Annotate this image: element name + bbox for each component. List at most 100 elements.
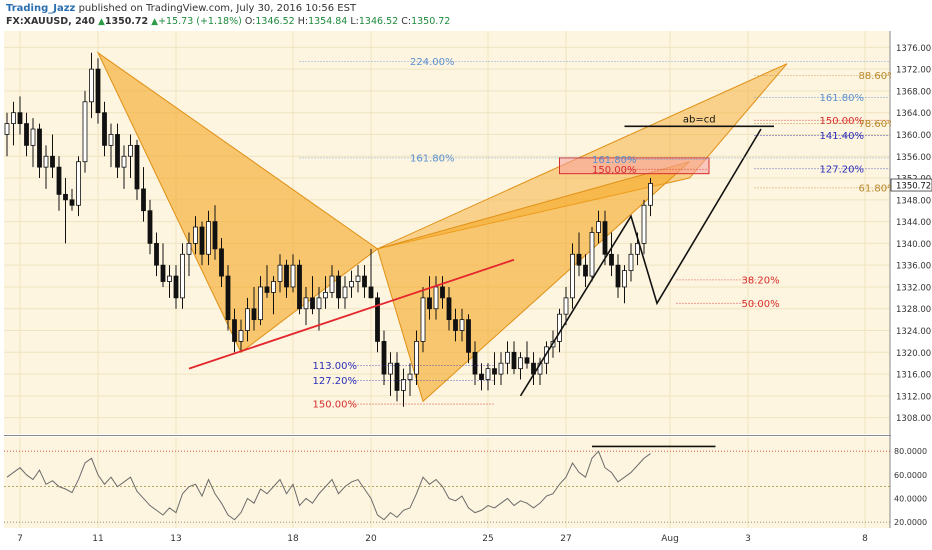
price-tick-label: 1320.00 [896, 349, 931, 359]
time-tick-label: 8 [862, 534, 868, 544]
bullish-candle [641, 204, 647, 244]
fib-level-label: 50.00% [742, 299, 780, 310]
fib-level-label: 161.80% [592, 155, 637, 166]
bearish-candle [466, 319, 471, 353]
bullish-candle [342, 286, 348, 299]
abcd-pattern-line [519, 128, 762, 397]
fib-levels: 224.00%88.60%161.80%150.00%78.60%141.40%… [299, 57, 897, 411]
bearish-candle [381, 341, 387, 375]
rsi-pane-background [4, 437, 890, 528]
bullish-candle [329, 275, 335, 293]
fib-level-label: 78.60% [859, 119, 897, 130]
bullish-candle [563, 297, 569, 315]
price-tick-label: 1312.00 [896, 392, 931, 402]
open-value: 1346.52 [255, 16, 295, 27]
time-tick-label: 11 [92, 534, 103, 544]
time-tick-label: 25 [482, 534, 493, 544]
bearish-candle [232, 319, 237, 342]
bearish-candle [115, 134, 120, 168]
bullish-candle [628, 253, 634, 272]
open-label: O: [244, 16, 256, 27]
bearish-candle [225, 275, 231, 321]
time-axis-background [0, 529, 932, 550]
price-tick-label: 1364.00 [896, 109, 931, 119]
fib-level-label: 141.40% [820, 131, 865, 142]
rsi-tick-label: 80.0000 [894, 447, 927, 456]
candlestick-series [4, 52, 653, 407]
time-tick-label: 27 [560, 534, 571, 544]
price-tick-label: 1324.00 [896, 327, 931, 337]
bearish-candle [160, 264, 166, 282]
rsi-axis[interactable]: 20.0000 40.0000 60.0000 80.0000 [894, 447, 927, 527]
bullish-candle [505, 351, 510, 364]
bullish-candle [401, 379, 406, 391]
bearish-candle [63, 193, 68, 201]
bearish-candle [69, 199, 75, 206]
low-label: L: [350, 16, 359, 27]
fib-level-label: 150.00% [592, 165, 637, 176]
bullish-candle [186, 242, 192, 255]
bullish-candle [414, 341, 419, 375]
bullish-candle [11, 112, 16, 124]
symbol-label[interactable]: FX:XAUUSD, 240 [6, 16, 95, 27]
rsi-tick-label: 20.0000 [894, 518, 927, 527]
high-label: H: [297, 16, 309, 27]
bearish-candle [251, 308, 257, 321]
bullish-candle [596, 221, 601, 233]
high-value: 1354.84 [308, 16, 348, 27]
bearish-candle [24, 123, 29, 146]
bearish-candle [394, 362, 400, 391]
bullish-candle [206, 221, 211, 255]
last-price-badge [890, 178, 932, 192]
bullish-candle [128, 144, 133, 157]
rsi-tick-label: 60.0000 [894, 471, 927, 480]
bullish-candle [43, 155, 49, 168]
author-link[interactable]: Trading_Jazz [6, 3, 76, 14]
price-tick-label: 1332.00 [896, 283, 931, 293]
bearish-candle [134, 144, 140, 190]
bearish-candle [492, 368, 497, 375]
bearish-candle [609, 253, 614, 266]
bearish-candle [297, 264, 302, 310]
bullish-candle [498, 362, 504, 375]
fib-level-label: 161.80% [410, 153, 455, 164]
close-value: 1350.72 [411, 16, 451, 27]
price-tick-label: 1336.00 [896, 262, 931, 272]
bearish-candle [219, 248, 224, 277]
bullish-candle [622, 270, 627, 288]
bearish-candle [479, 373, 484, 380]
last-price-label: 1350.72 [896, 182, 931, 192]
bearish-candle [576, 253, 582, 266]
drawing-tools: ab=cd [188, 114, 774, 397]
bearish-candle [362, 275, 367, 288]
time-tick-label: 13 [170, 534, 181, 544]
bearish-candle [56, 166, 62, 195]
fib-level-label: 127.20% [820, 164, 865, 175]
bullish-candle [316, 297, 322, 310]
bearish-candle [50, 155, 55, 168]
bearish-candle [212, 221, 218, 250]
symbol-legend: FX:XAUUSD, 240 ▲1350.72 ▲+15.73 (+1.18%)… [6, 16, 932, 27]
bullish-candle [108, 134, 114, 146]
price-tick-label: 1316.00 [896, 371, 931, 381]
bearish-candle [453, 319, 458, 331]
bearish-candle [37, 128, 42, 168]
bullish-candle [89, 68, 94, 103]
price-tick-label: 1356.00 [896, 153, 931, 163]
low-value: 1346.52 [358, 16, 399, 27]
bearish-candle [446, 297, 452, 321]
bearish-candle [141, 188, 146, 212]
bullish-candle [349, 281, 354, 288]
price-tick-label: 1348.00 [896, 196, 931, 206]
bullish-candle [420, 297, 426, 342]
price-axis[interactable]: 1308.00 1312.00 1316.00 1320.00 1324.00 1328.… [890, 21, 932, 530]
bearish-candle [583, 264, 588, 277]
bullish-candle [323, 292, 328, 299]
fib-level-label: 161.80% [820, 93, 865, 104]
price-tick-label: 1308.00 [896, 414, 931, 424]
time-axis[interactable]: 7 11 13 18 20 25 27 Aug 3 8 [0, 529, 932, 550]
bearish-candle [336, 275, 341, 299]
price-tick-label: 1372.00 [896, 66, 931, 76]
